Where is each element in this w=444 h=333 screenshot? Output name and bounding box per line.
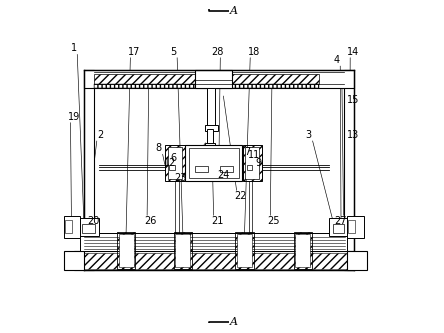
- Bar: [119, 234, 134, 267]
- Text: 23: 23: [174, 173, 186, 183]
- Text: 27: 27: [334, 216, 346, 226]
- Bar: [174, 232, 192, 269]
- Bar: [64, 251, 84, 270]
- Bar: [169, 165, 174, 170]
- Bar: [94, 74, 205, 84]
- Bar: [245, 147, 259, 179]
- Bar: [348, 220, 355, 233]
- Bar: [329, 218, 347, 236]
- Text: 20: 20: [87, 216, 100, 226]
- Bar: [80, 253, 347, 269]
- Bar: [117, 232, 135, 269]
- Text: 11: 11: [247, 150, 260, 160]
- Bar: [165, 145, 185, 181]
- Bar: [64, 216, 80, 238]
- Bar: [295, 234, 310, 267]
- Bar: [293, 232, 312, 269]
- Text: 24: 24: [218, 170, 230, 180]
- Text: A: A: [230, 317, 238, 327]
- Text: 5: 5: [170, 47, 177, 57]
- Text: 17: 17: [127, 47, 140, 57]
- Bar: [333, 224, 344, 233]
- Text: 3: 3: [305, 130, 312, 140]
- Bar: [347, 216, 364, 238]
- Bar: [247, 165, 252, 170]
- Bar: [235, 232, 254, 269]
- Text: 8: 8: [156, 143, 162, 153]
- Bar: [237, 234, 252, 267]
- Bar: [80, 218, 99, 236]
- Text: 26: 26: [144, 216, 157, 226]
- Bar: [84, 70, 353, 88]
- Bar: [205, 143, 215, 151]
- Bar: [207, 74, 318, 84]
- Bar: [82, 224, 95, 233]
- Bar: [195, 70, 232, 88]
- Bar: [189, 148, 239, 178]
- Text: 12: 12: [164, 158, 177, 168]
- Bar: [80, 233, 347, 251]
- Bar: [208, 149, 212, 157]
- Text: 2: 2: [97, 130, 103, 140]
- Bar: [194, 166, 208, 172]
- Bar: [344, 70, 353, 270]
- Text: 13: 13: [347, 130, 360, 140]
- Bar: [175, 234, 190, 267]
- Bar: [186, 145, 242, 181]
- Text: A: A: [230, 6, 238, 16]
- Bar: [205, 125, 218, 131]
- Bar: [220, 166, 233, 172]
- Bar: [207, 129, 213, 145]
- Text: 18: 18: [247, 47, 260, 57]
- Bar: [207, 84, 318, 88]
- Text: 28: 28: [211, 47, 223, 57]
- Text: 15: 15: [347, 95, 360, 105]
- Text: 4: 4: [334, 55, 340, 65]
- Bar: [74, 251, 353, 270]
- Text: 1: 1: [71, 43, 77, 53]
- Text: 6: 6: [170, 153, 177, 163]
- Text: 9: 9: [256, 158, 262, 168]
- Bar: [242, 145, 262, 181]
- Text: 22: 22: [234, 191, 246, 201]
- Bar: [347, 251, 367, 270]
- Text: 7: 7: [244, 147, 250, 157]
- Bar: [168, 147, 182, 179]
- Bar: [207, 156, 213, 161]
- Bar: [84, 70, 94, 270]
- Text: 21: 21: [211, 216, 223, 226]
- Text: 14: 14: [347, 47, 360, 57]
- Bar: [65, 220, 72, 233]
- Bar: [94, 84, 205, 88]
- Bar: [207, 88, 215, 127]
- Text: 19: 19: [67, 112, 80, 122]
- Text: 25: 25: [267, 216, 280, 226]
